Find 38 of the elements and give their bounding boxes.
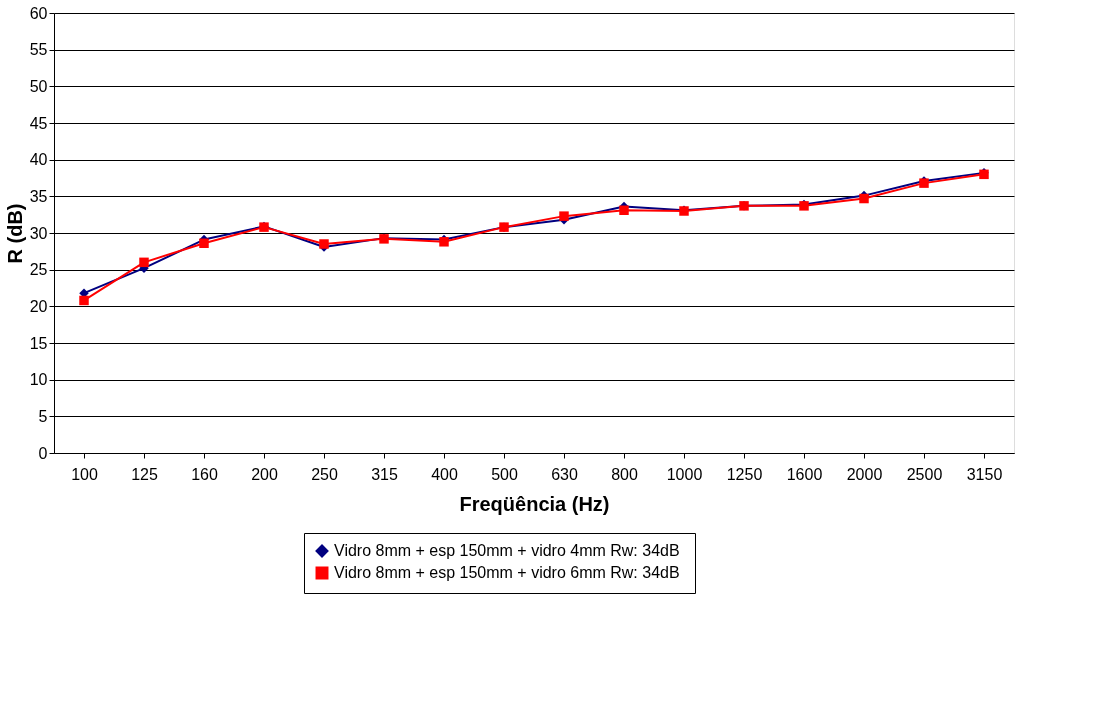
x-tick-label: 125: [131, 465, 158, 483]
x-tick-label: 1600: [786, 465, 823, 483]
x-tick-label: 2000: [846, 465, 883, 483]
y-tick-label: 5: [38, 407, 48, 425]
y-tick-label: 15: [29, 334, 48, 352]
y-axis-title: R (dB): [3, 203, 26, 264]
x-axis-title: Freqüência (Hz): [459, 492, 610, 515]
x-tick-label: 630: [551, 465, 578, 483]
x-tick-label: 3150: [966, 465, 1003, 483]
y-tick-label: 50: [29, 77, 48, 95]
x-tick-label: 1250: [726, 465, 763, 483]
point: [559, 211, 569, 221]
y-tick-label: 40: [29, 151, 48, 169]
x-tick-label: 500: [491, 465, 518, 483]
y-tick-label: 60: [29, 4, 48, 22]
legend-label: Vidro 8mm + esp 150mm + vidro 4mm Rw: 34dB: [334, 542, 680, 559]
y-tick-label: 20: [29, 297, 48, 315]
x-tick-label: 800: [611, 465, 638, 483]
y-tick-label: 0: [38, 444, 48, 462]
y-tick-label: 35: [29, 187, 48, 205]
point: [79, 295, 89, 306]
point: [139, 257, 149, 268]
y-tick-label: 30: [29, 224, 48, 242]
legend-label: Vidro 8mm + esp 150mm + vidro 6mm Rw: 34dB: [334, 564, 680, 581]
point: [199, 238, 209, 249]
x-tick-label: 100: [71, 465, 98, 483]
y-tick-label: 55: [29, 41, 48, 59]
x-tick-label: 160: [191, 465, 218, 483]
x-tick-label: 250: [311, 465, 338, 483]
x-tick-label: 400: [431, 465, 458, 483]
x-tick-label: 200: [251, 465, 278, 483]
point: [619, 205, 629, 216]
y-tick-label: 45: [29, 114, 48, 132]
y-tick-label: 25: [29, 261, 48, 279]
y-tick-label: 10: [29, 371, 48, 389]
x-tick-label: 315: [371, 465, 398, 483]
x-tick-label: 2500: [906, 465, 943, 483]
x-tick-label: 1000: [666, 465, 703, 483]
